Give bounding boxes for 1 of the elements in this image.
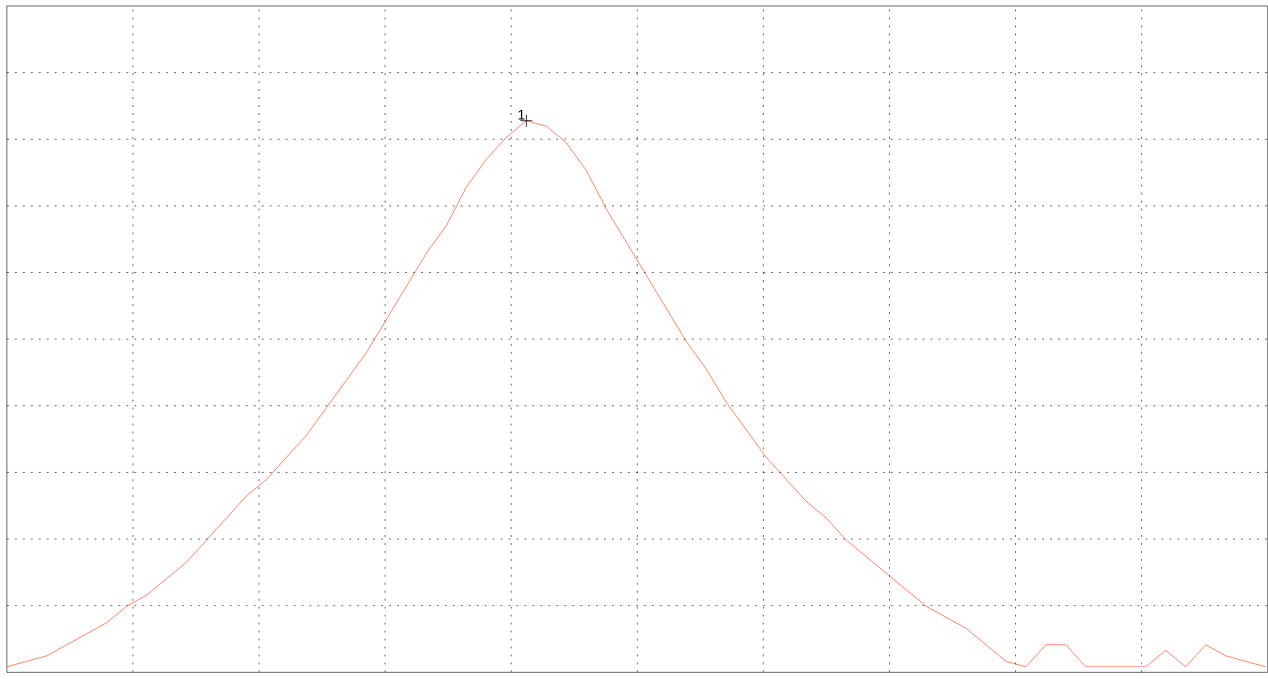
annotation: 1 — [518, 109, 525, 120]
